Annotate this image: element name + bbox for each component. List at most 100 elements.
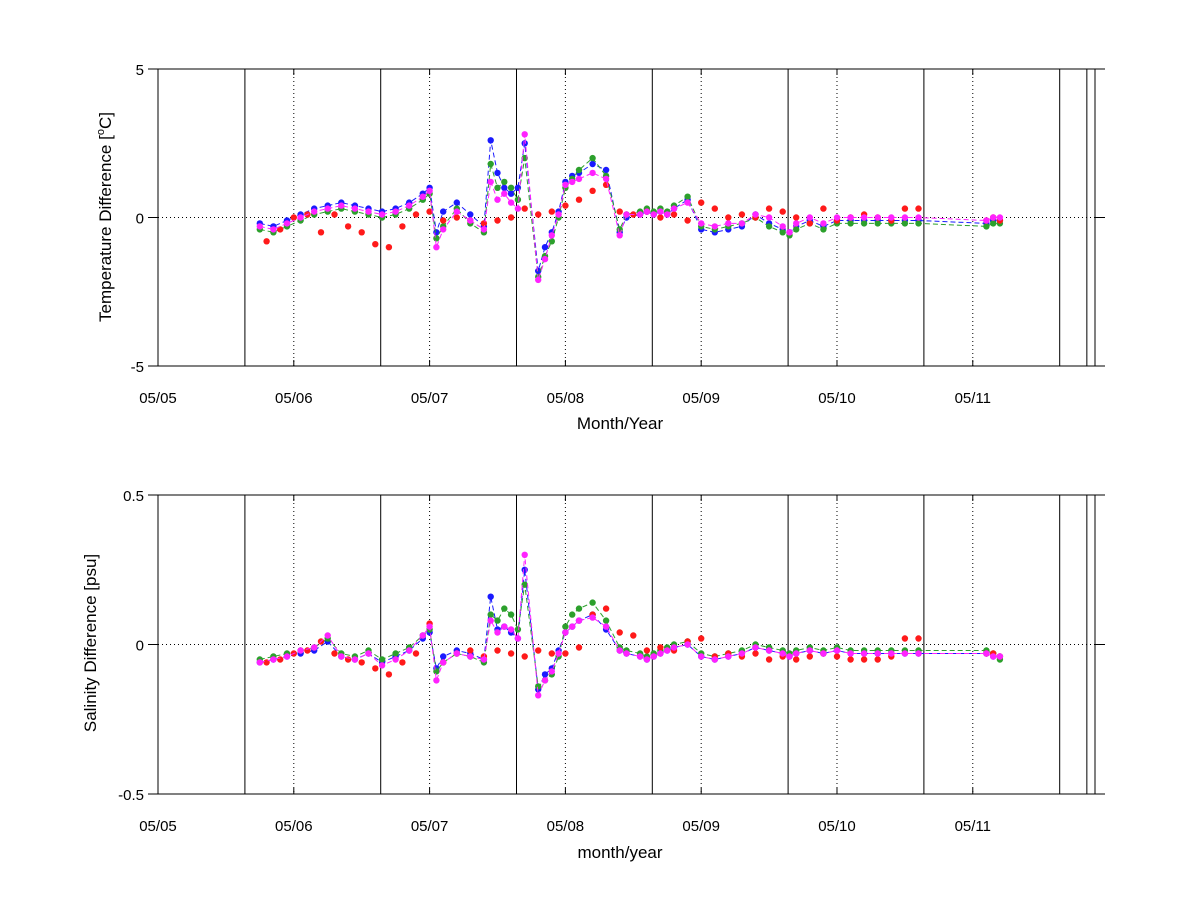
salinity-point-red [521, 653, 528, 660]
salinity-x-axis-label: month/year [577, 843, 662, 862]
temperature-point-red [440, 217, 447, 224]
temperature-point-green [501, 178, 508, 186]
temperature-point-red [358, 229, 365, 236]
temperature-point-red [277, 226, 284, 233]
temperature-point-magenta [616, 232, 623, 239]
salinity-point-magenta [698, 653, 705, 660]
temperature-point-blue [433, 229, 440, 236]
temperature-point-magenta [535, 276, 542, 284]
salinity-point-red [657, 644, 664, 651]
temperature-y-axis-label-sup: o [95, 129, 107, 135]
temperature-point-magenta [440, 226, 447, 233]
temperature-point-magenta [297, 214, 304, 221]
salinity-point-magenta [433, 677, 440, 684]
salinity-point-magenta [256, 659, 263, 666]
temperature-y-axis-label-tail: C] [96, 112, 115, 129]
salinity-point-magenta [419, 632, 426, 639]
salinity-point-magenta [738, 650, 746, 657]
temperature-point-blue [440, 208, 447, 215]
salinity-point-magenta [392, 656, 399, 663]
salinity-point-magenta [779, 650, 786, 657]
temperature-point-magenta [684, 199, 691, 206]
temperature-point-red [507, 214, 515, 221]
temperature-point-green [507, 184, 515, 191]
salinity-point-magenta [480, 656, 488, 663]
temperature-point-red [725, 214, 732, 221]
salinity-y-tick-label: -0.5 [118, 787, 144, 804]
salinity-point-magenta [514, 635, 522, 642]
salinity-point-magenta [643, 656, 651, 663]
temperature-point-magenta [507, 199, 515, 206]
temperature-point-magenta [338, 202, 345, 209]
salinity-point-red [467, 647, 474, 654]
temperature-point-blue [507, 190, 515, 197]
salinity-point-red [548, 650, 555, 657]
temperature-point-red [385, 244, 393, 251]
salinity-x-tick-label: 05/09 [682, 818, 720, 835]
salinity-point-red [399, 659, 406, 666]
temperature-point-magenta [453, 208, 460, 215]
salinity-point-green [569, 611, 576, 618]
temperature-x-tick-label: 05/05 [139, 390, 177, 407]
temperature-point-blue [535, 267, 542, 275]
temperature-point-red [738, 211, 746, 218]
salinity-panel: 05/05 05/06 05/07 05/08 05/09 05/10 05/11 -0.5 0… [81, 488, 1105, 862]
temperature-point-green [901, 220, 909, 227]
salinity-point-magenta [311, 644, 318, 651]
salinity-point-magenta [548, 668, 555, 675]
salinity-point-green [501, 605, 508, 612]
temperature-point-magenta [847, 214, 854, 221]
salinity-point-green [575, 605, 583, 612]
salinity-point-magenta [535, 692, 542, 699]
temperature-point-red [698, 199, 705, 206]
salinity-x-tick-label: 05/11 [955, 818, 991, 835]
salinity-point-magenta [786, 653, 793, 660]
salinity-point-red [494, 647, 501, 654]
temperature-point-blue [487, 137, 494, 144]
temperature-point-red [806, 220, 813, 227]
salinity-point-magenta [684, 641, 691, 648]
temperature-point-blue [453, 199, 460, 206]
salinity-ticks: 05/05 05/06 05/07 05/08 05/09 05/10 05/11 -0.5 0… [118, 488, 1105, 835]
temperature-point-green [860, 220, 868, 227]
temperature-point-red [901, 205, 909, 212]
temperature-point-magenta [711, 223, 718, 230]
temperature-point-green [514, 196, 522, 203]
temperature-point-magenta [501, 190, 508, 197]
temperature-point-red [399, 223, 406, 230]
temperature-point-green [494, 184, 501, 191]
salinity-point-magenta [351, 656, 359, 663]
temperature-point-magenta [467, 217, 474, 224]
temperature-point-green [874, 220, 881, 227]
salinity-point-magenta [378, 662, 386, 669]
temperature-point-magenta [514, 205, 522, 212]
salinity-point-magenta [365, 650, 372, 657]
salinity-point-red [331, 650, 338, 657]
temperature-y-tick-label: 5 [136, 62, 144, 79]
salinity-point-magenta [270, 656, 277, 663]
temperature-point-red [670, 211, 678, 218]
temperature-x-tick-label: 05/10 [818, 390, 856, 407]
salinity-point-magenta [541, 677, 549, 684]
salinity-point-magenta [440, 659, 447, 666]
temperature-point-red [657, 214, 664, 221]
temperature-point-blue [541, 244, 549, 251]
temperature-point-red [535, 211, 542, 218]
salinity-point-green [487, 611, 494, 618]
salinity-point-green [521, 581, 528, 588]
temperature-point-magenta [820, 220, 827, 227]
salinity-point-magenta [494, 629, 501, 636]
salinity-point-blue [521, 566, 528, 573]
temperature-point-magenta [650, 211, 657, 218]
temperature-point-magenta [888, 214, 895, 221]
temperature-point-magenta [779, 223, 786, 230]
temperature-point-red [915, 205, 922, 212]
salinity-vertical-lines [244, 495, 1088, 794]
temperature-point-magenta [806, 214, 813, 221]
temperature-point-magenta [419, 193, 426, 200]
salinity-point-magenta [657, 650, 664, 657]
temperature-point-green [684, 193, 691, 200]
salinity-point-red [833, 653, 841, 660]
temperature-point-magenta [378, 211, 386, 218]
